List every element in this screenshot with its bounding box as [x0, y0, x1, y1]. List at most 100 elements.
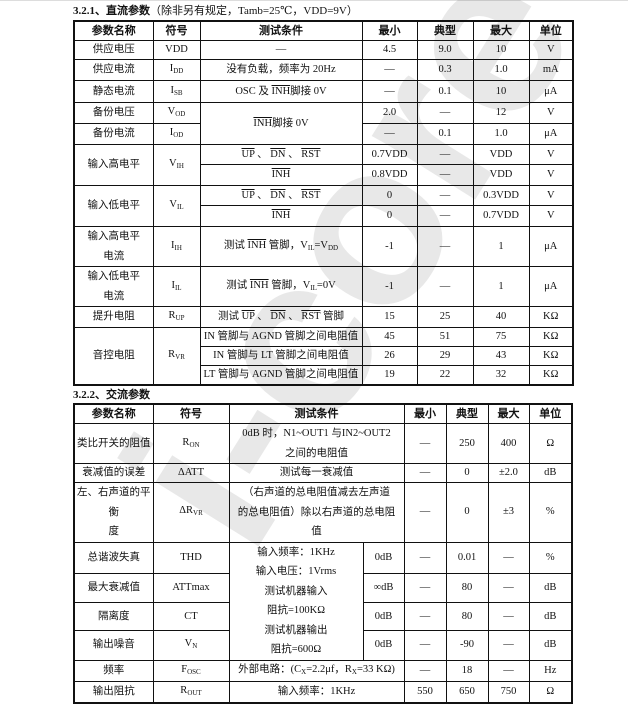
table-cell: ΔATT [152, 463, 230, 483]
table-row: 备份电流 IOD —0.1 1.0 μA [73, 123, 574, 145]
subscript: IH [174, 243, 182, 252]
table-cell: — [487, 630, 530, 661]
table-cell: 输入频率：1KHz [228, 680, 405, 703]
table-cell: 12 [472, 102, 530, 124]
overlined-signal: INH [271, 85, 291, 97]
table-cell: IIH [152, 226, 201, 267]
table-cell: 0.01 [445, 541, 489, 574]
text-run: R [168, 310, 176, 321]
column-header: 符号 [152, 20, 201, 41]
table-cell: 测试 INH 管脚，VIL=VDD [199, 226, 363, 267]
table-cell: — [361, 123, 418, 145]
ac-parameters-table: 参数名称 符号 测试条件 最小 典型 最大 单位 类比开关的阻值 RON 0dB 时，N1~OU… [73, 403, 573, 704]
table-cell: RON [152, 423, 230, 464]
text-run: =2.2μf，R [306, 663, 352, 675]
table-cell: — [403, 541, 447, 574]
text-run: 脚接 0V [290, 85, 327, 97]
column-header: 单位 [528, 20, 574, 41]
table-row: 静态电流 ISB OSC 及 INH脚接 0V —0.1 10 μA [73, 80, 574, 103]
table-cell: 400 [487, 423, 530, 464]
table-cell: V [528, 185, 574, 206]
table-cell: 0 [445, 482, 489, 543]
table-row: 输入高电平 VIH UP 、 DN 、 RST 0.7VDD — VDD V [73, 144, 574, 186]
table-cell: KΩ [528, 346, 574, 366]
table-cell: 9.0 [416, 40, 474, 60]
table-row: 输出噪音 VN 0dB — -90— dB [73, 630, 573, 661]
table-cell: — [416, 266, 474, 307]
text-run: 、 [254, 148, 271, 160]
table-cell: 550 [403, 680, 447, 703]
table-cell: dB [528, 463, 573, 483]
table-cell: — [403, 463, 447, 483]
table-cell: 19 [361, 365, 418, 386]
table-cell: 测试 INH 管脚，VIL=0V [199, 266, 363, 307]
subscript: IL [174, 283, 182, 292]
table-cell: — [403, 601, 447, 632]
column-header: 测试条件 [228, 403, 405, 424]
overlined-signal: UP [241, 148, 255, 160]
table-cell: 输出阻抗 [73, 680, 154, 703]
table-cell: dB [528, 630, 573, 661]
table-cell: IOD [152, 123, 201, 145]
subscript: VR [193, 509, 203, 518]
column-header: 参数名称 [73, 403, 154, 424]
table-cell: 备份电压 [73, 102, 154, 124]
table-cell: 29 [416, 346, 474, 366]
table-cell: 0 [445, 463, 489, 483]
table-cell: 左、右声道的平衡 度 [73, 482, 154, 543]
table-row: INH 0.8VDD — VDD V [74, 164, 574, 186]
table-row: 供应电流 IDD 没有负载，频率为 20Hz —0.3 1.0 mA [73, 59, 574, 81]
table-cell: V [528, 205, 574, 227]
text-run: I [171, 239, 175, 251]
subscript: ON [189, 440, 200, 449]
table-row: 备份电压 VOD INH脚接 0V 2.0—12 V [73, 102, 574, 145]
table-row: 输入高电平 电流 IIH 测试 INH 管脚，VIL=VDD -1—1 μA [73, 226, 574, 267]
table-cell: 80 [445, 572, 489, 603]
table-cell: % [528, 541, 573, 574]
subscript: IL [310, 283, 317, 292]
table-cell: — [487, 572, 530, 603]
table-cell: — [199, 40, 363, 60]
table-cell: ATTmax [152, 572, 230, 603]
table-cell: 没有负载，频率为 20Hz [199, 59, 363, 81]
table-cell: V [528, 102, 574, 124]
table-cell: VIL [152, 185, 201, 227]
table-cell: 43 [472, 346, 530, 366]
table-cell: — [361, 80, 418, 103]
text-run: 测试 [223, 239, 248, 251]
table-cell: 0 [361, 185, 418, 206]
table-cell: — [487, 659, 530, 682]
table-cell: 0.7VDD [361, 144, 418, 165]
table-cell: — [403, 423, 447, 464]
table-cell: — [487, 601, 530, 632]
table-cell: THD [152, 541, 230, 574]
overlined-signal: INH [249, 279, 269, 291]
table-cell: — [416, 164, 474, 186]
overlined-signal: RST [301, 189, 321, 201]
text-run: V [169, 158, 177, 169]
column-header: 参数名称 [73, 20, 154, 41]
table-cell: 0.1 [416, 123, 474, 145]
subscript: VR [175, 353, 185, 361]
table-cell: 26 [361, 346, 418, 366]
text-run: 测试 [226, 279, 250, 291]
table-cell: （右声道的总电阻值减去左声道 的总电阻值）除以右声道的总电阻 值 [228, 482, 405, 543]
table-cell: INH脚接 0V [199, 102, 363, 145]
table-cell: ΔRVR [152, 482, 230, 543]
table-cell: 80 [445, 601, 489, 632]
text-run: 管脚，V [266, 239, 308, 251]
table-cell: mA [528, 59, 574, 81]
column-header: 符号 [152, 403, 230, 424]
table-cell: μA [528, 266, 574, 307]
table-cell: Ω [528, 680, 573, 703]
table-cell: 静态电流 [73, 80, 154, 103]
table-cell: UP 、 DN 、 RST [199, 144, 363, 165]
table-cell: — [361, 59, 418, 81]
table-cell: 测试每一衰减值 [228, 463, 405, 483]
subscript: X [351, 667, 357, 676]
table-cell: 10 [472, 80, 530, 103]
table-cell: 51 [416, 327, 474, 347]
text-run: F [181, 663, 188, 675]
table-cell: KΩ [528, 327, 574, 347]
table-cell: ∞dB [362, 572, 405, 603]
